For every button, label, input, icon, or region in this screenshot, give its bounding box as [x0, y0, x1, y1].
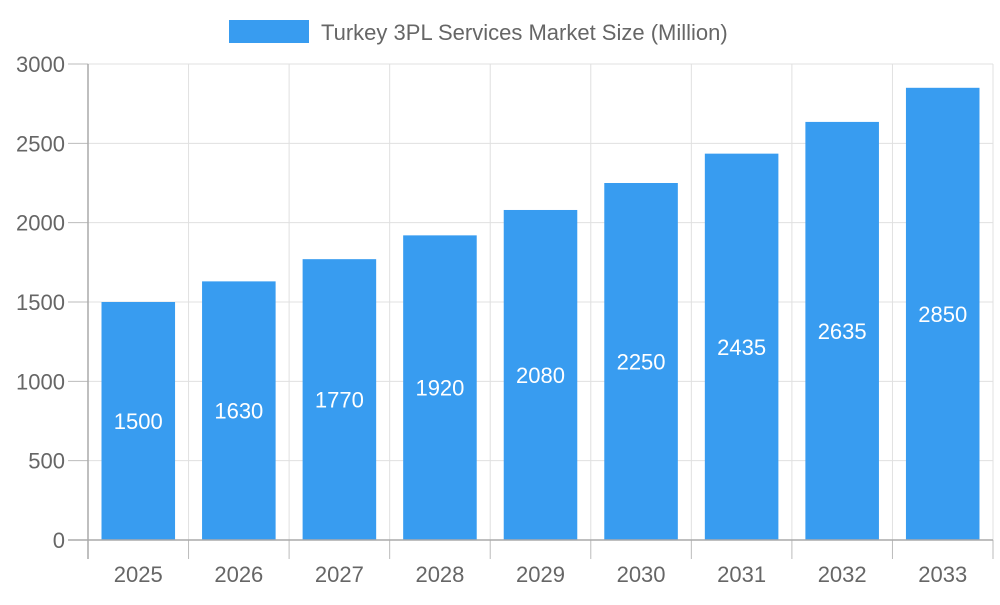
data-label: 2635: [818, 319, 867, 344]
bars: [101, 87, 980, 541]
y-tick-label: 2500: [16, 131, 65, 156]
x-tick-label: 2026: [214, 562, 263, 587]
data-label: 2250: [617, 350, 666, 375]
data-label: 2850: [918, 302, 967, 327]
bar-2032[interactable]: [805, 121, 879, 540]
data-label: 1630: [214, 399, 263, 424]
bar-2028[interactable]: [403, 235, 477, 541]
data-label: 1920: [415, 376, 464, 401]
bar-2025[interactable]: [101, 302, 176, 540]
y-tick-label: 1500: [16, 290, 65, 315]
data-label: 1770: [315, 388, 364, 413]
bar-2033[interactable]: [905, 87, 980, 541]
legend-swatch: [229, 20, 309, 43]
x-tick-label: 2033: [918, 562, 967, 587]
bar-2029[interactable]: [503, 209, 578, 540]
x-tick-label: 2028: [415, 562, 464, 587]
grid: [88, 63, 994, 540]
legend-label: Turkey 3PL Services Market Size (Million…: [321, 20, 728, 45]
bar-2031[interactable]: [704, 153, 779, 540]
axes: 0 500 1000 1500 2000 2500 3000 2025 2026 2027 2028…: [16, 52, 994, 587]
legend[interactable]: Turkey 3PL Services Market Size (Million…: [229, 20, 728, 45]
y-tick-label: 3000: [16, 52, 65, 77]
x-tick-label: 2031: [717, 562, 766, 587]
data-labels: 1500 1630 1770 1920 2080 2250 2435 2635 2850: [114, 302, 967, 434]
bar-2027[interactable]: [302, 259, 377, 540]
x-tick-label: 2025: [114, 562, 163, 587]
x-tick-label: 2032: [818, 562, 867, 587]
x-tick-label: 2030: [617, 562, 666, 587]
data-label: 1500: [114, 409, 163, 434]
data-label: 2435: [717, 335, 766, 360]
bar-2026[interactable]: [202, 281, 276, 540]
y-tick-label: 1000: [16, 369, 65, 394]
y-tick-label: 500: [28, 449, 65, 474]
x-tick-label: 2027: [315, 562, 364, 587]
x-tick-label: 2029: [516, 562, 565, 587]
y-tick-label: 2000: [16, 211, 65, 236]
bar-2030[interactable]: [604, 183, 678, 540]
y-tick-label: 0: [53, 528, 65, 553]
data-label: 2080: [516, 363, 565, 388]
